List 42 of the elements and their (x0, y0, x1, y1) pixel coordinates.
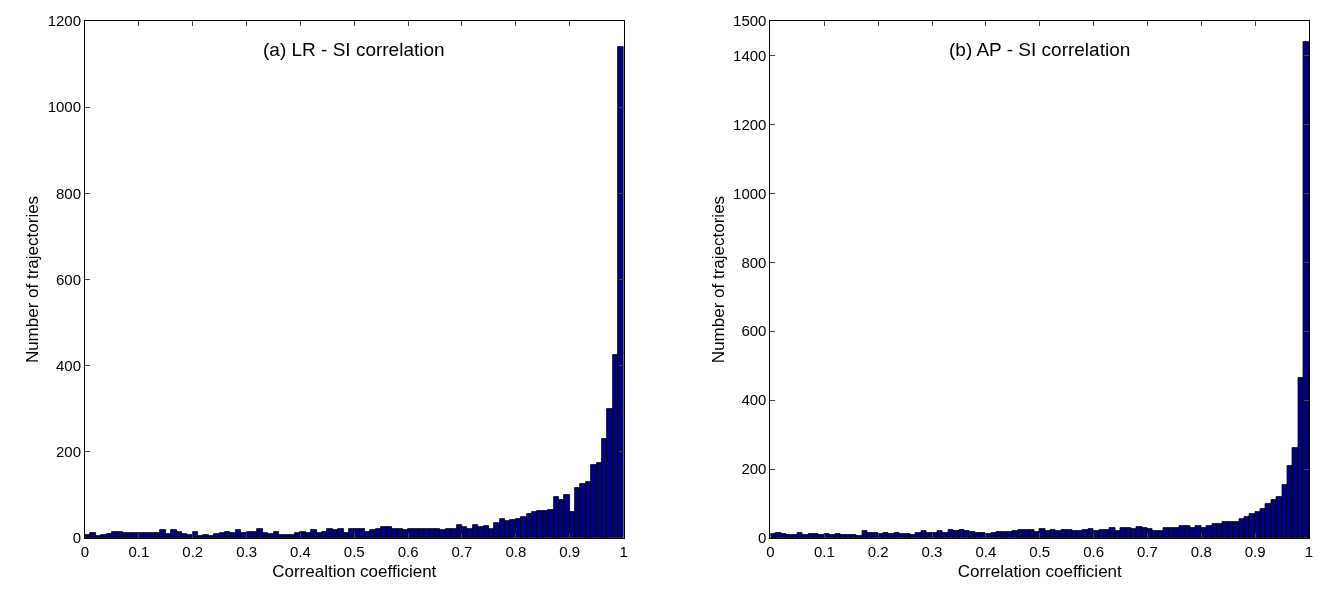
x-tick-label: 0.9 (1244, 543, 1266, 560)
y-tick-label: 400 (55, 356, 81, 374)
x-tick-label: 0.4 (289, 543, 311, 560)
y-tick-label: 1200 (733, 115, 767, 133)
x-tick-label: 0.9 (559, 543, 581, 560)
x-tick-label: 0.3 (236, 543, 257, 560)
x-tick-label: 0.5 (343, 543, 365, 560)
y-tick-label: 1000 (47, 98, 81, 116)
y-tick-label: 600 (741, 322, 767, 340)
x-axis-title: Correaltion coefficient (272, 562, 437, 582)
x-tick-label: 0.5 (1029, 543, 1051, 560)
y-tick-label: 800 (55, 184, 81, 202)
x-tick-label: 1 (619, 543, 628, 560)
x-tick-label: 1 (1304, 543, 1314, 560)
x-tick-label: 0.3 (921, 543, 943, 560)
text: (b) AP - SI correlation (949, 39, 1131, 60)
y-tick-label: 400 (741, 391, 767, 409)
x-tick-label: 0.2 (867, 543, 889, 560)
y-tick-label: 0 (758, 529, 767, 547)
x-tick-label: 0.1 (813, 543, 835, 560)
x-tick-label: 0.4 (975, 543, 997, 560)
y-axis-title: Number of trajectories (708, 195, 728, 364)
x-tick-label: 0.7 (451, 543, 473, 560)
x-tick-label: 0.1 (128, 543, 150, 560)
y-tick-label: 800 (741, 253, 767, 271)
y-tick-label: 0 (72, 529, 81, 547)
y-tick-label: 1200 (47, 12, 81, 30)
y-tick-label: 200 (741, 460, 767, 478)
x-axis-title: Correlation coefficient (957, 562, 1123, 582)
x-tick-label: 0.8 (1190, 543, 1212, 560)
x-tick-label: 0.7 (1137, 543, 1158, 560)
y-axis-title: Number of trajectories (23, 195, 43, 364)
x-tick-label: 0.6 (397, 543, 419, 560)
y-tick-label: 1400 (733, 46, 767, 64)
y-tick-label: 1000 (733, 184, 767, 202)
y-tick-label: 1500 (733, 12, 767, 30)
x-tick-label: 0.2 (182, 543, 204, 560)
y-tick-label: 600 (55, 270, 81, 288)
y-tick-label: 200 (55, 443, 81, 461)
text: (a) LR - SI correlation (263, 39, 445, 60)
x-tick-label: 0.8 (505, 543, 527, 560)
x-tick-label: 0.6 (1083, 543, 1105, 560)
